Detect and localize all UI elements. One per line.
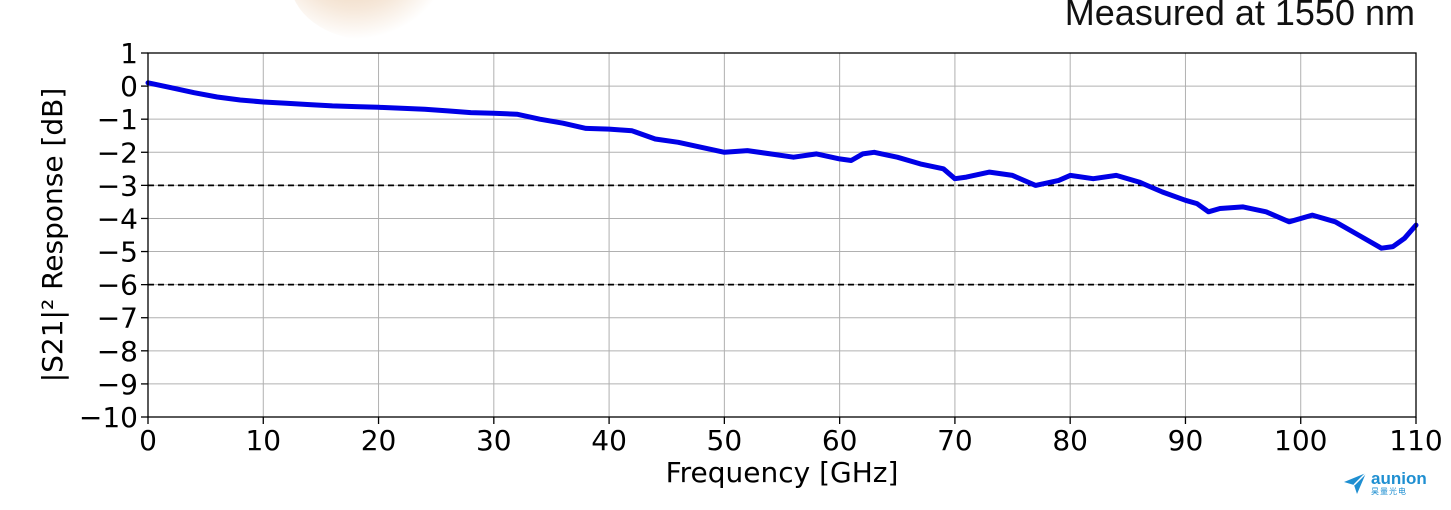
x-axis-label: Frequency [GHz] [666,456,899,489]
x-tick-label: 110 [1389,424,1442,457]
x-tick-label: 50 [707,424,743,457]
y-tick-label: −4 [97,202,138,235]
x-tick-label: 30 [476,424,512,457]
logo-name: aunion [1371,469,1427,488]
paper-plane-icon [1344,472,1367,494]
x-tick-label: 90 [1168,424,1204,457]
y-tick-label: −10 [79,401,138,434]
x-tick-label: 40 [591,424,627,457]
y-axis-ticks: 10−1−2−3−4−5−6−7−8−9−10 [79,37,148,434]
x-tick-label: 60 [822,424,858,457]
grid [147,52,1417,418]
measurement-annotation: Measured at 1550 nm [1064,0,1415,33]
y-tick-label: −6 [97,269,138,302]
y-tick-label: −7 [97,302,138,335]
logo-subtext: 昊量光电 [1371,487,1407,496]
reference-lines [148,184,1416,286]
x-axis-ticks: 0 10 20 30 40 50 60 70 80 90 100 110 [139,417,1443,457]
company-logo: aunion 昊量光电 [1342,470,1427,496]
y-tick-label: −1 [97,103,138,136]
y-axis-label: |S21|² Response [dB] [36,88,69,383]
y-tick-label: 0 [120,70,138,103]
x-tick-label: 100 [1274,424,1327,457]
x-tick-label: 20 [361,424,397,457]
y-tick-label: −2 [97,136,138,169]
y-tick-label: −8 [97,335,138,368]
x-tick-label: 70 [937,424,973,457]
y-tick-label: −9 [97,368,138,401]
y-tick-label: 1 [120,37,138,70]
y-tick-label: −3 [97,169,138,202]
x-tick-label: 0 [139,424,157,457]
x-tick-label: 10 [245,424,281,457]
plot-frame [147,52,1417,418]
y-tick-label: −5 [97,236,138,269]
x-tick-label: 80 [1052,424,1088,457]
series-layer [145,80,1419,251]
response-series-line [145,80,1419,251]
